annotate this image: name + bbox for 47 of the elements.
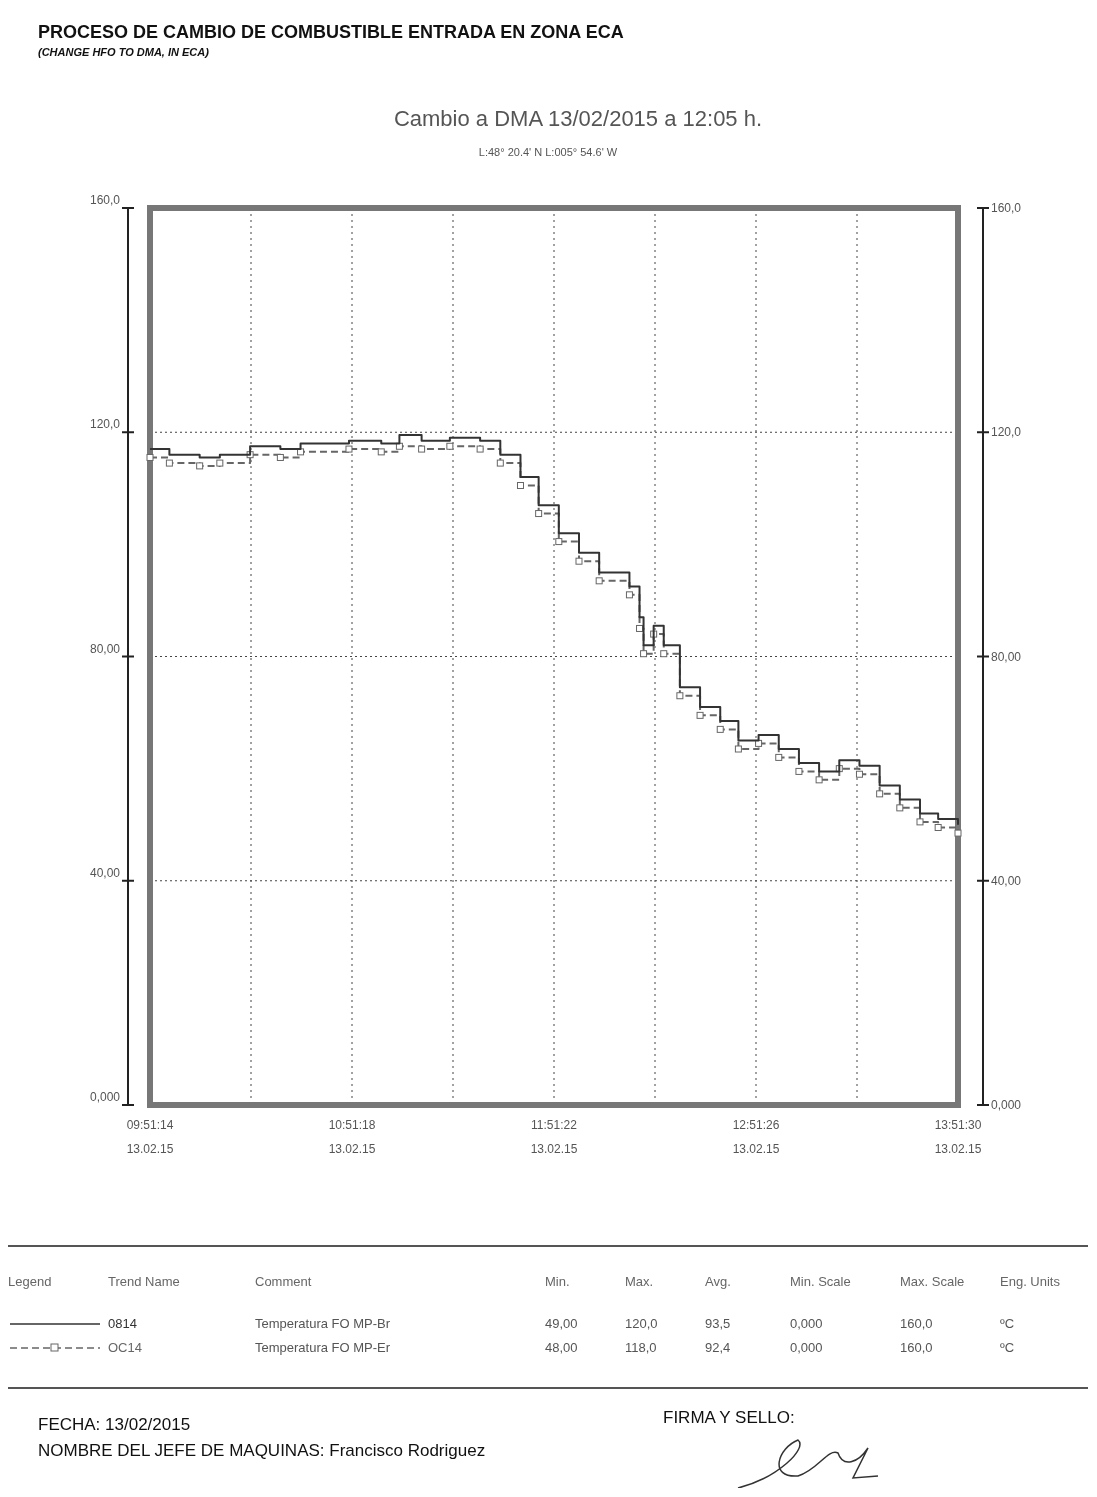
text: ºC [1000,1316,1015,1331]
x-tick-label: 11:51:22 13.02.15 [530,1118,578,1156]
y-tick-label: 160,0 [89,193,121,207]
text: Trend Name [108,1274,180,1289]
y2-tick-label: 40,00 [991,873,1022,888]
text: L:48° 20.4' N L:005° 54.6' W [478,146,618,158]
text: FECHA: 13/02/2015 [38,1415,191,1434]
x-tick-label: 13:51:30 13.02.15 [934,1118,982,1156]
y2-tick-label: 0,000 [991,1098,1022,1112]
text: Legend [8,1274,52,1289]
x-tick-label: 09:51:14 13.02.15 [126,1118,174,1156]
chart-title: PROCESO DE CAMBIO DE COMBUSTIBLE ENTRADA EN ZONA ECA [38,22,624,42]
y2-tick-label: 160,0 [991,201,1022,215]
text: 93,5 [705,1316,731,1331]
text: Eng. Units [1000,1274,1061,1289]
text: Temperatura FO MP-Br [255,1316,391,1331]
text: 0814 [108,1316,137,1331]
text: 118,0 [625,1340,657,1355]
text: Min. [545,1274,570,1289]
text: 0,000 [790,1316,823,1331]
y2-tick-label: 120,0 [991,425,1022,440]
text: Temperatura FO MP-Er [255,1340,391,1355]
x-tick-label: 10:51:18 13.02.15 [328,1118,376,1156]
y2-tick-label: 80,00 [991,649,1022,664]
y-tick-label: 40,00 [89,865,121,880]
text: OC14 [108,1340,142,1355]
text: 0,000 [790,1340,823,1355]
text: 120,0 [625,1316,658,1331]
text: Cambio a DMA 13/02/2015 a 12:05 h. [393,106,763,131]
text: NOMBRE DEL JEFE DE MAQUINAS: Francisco Rodriguez [38,1441,486,1460]
y-tick-label: 0,000 [89,1090,121,1104]
text: 160,0 [900,1340,933,1355]
text: FIRMA Y SELLO: [663,1408,795,1427]
x-tick-label: 12:51:26 13.02.15 [732,1118,780,1156]
text: 160,0 [900,1316,933,1331]
text: 49,00 [545,1316,578,1331]
text: 92,4 [705,1340,731,1355]
text: Min. Scale [790,1274,851,1289]
y-tick-label: 80,00 [89,641,121,656]
y-tick-label: 120,0 [89,417,121,432]
text: Max. Scale [900,1274,965,1289]
text: Comment [255,1274,312,1289]
text: Max. [625,1274,654,1289]
text: ºC [1000,1340,1015,1355]
chart-subtitle: (CHANGE HFO TO DMA, IN ECA) [38,46,210,58]
text: Avg. [705,1274,731,1289]
text: 48,00 [545,1340,578,1355]
